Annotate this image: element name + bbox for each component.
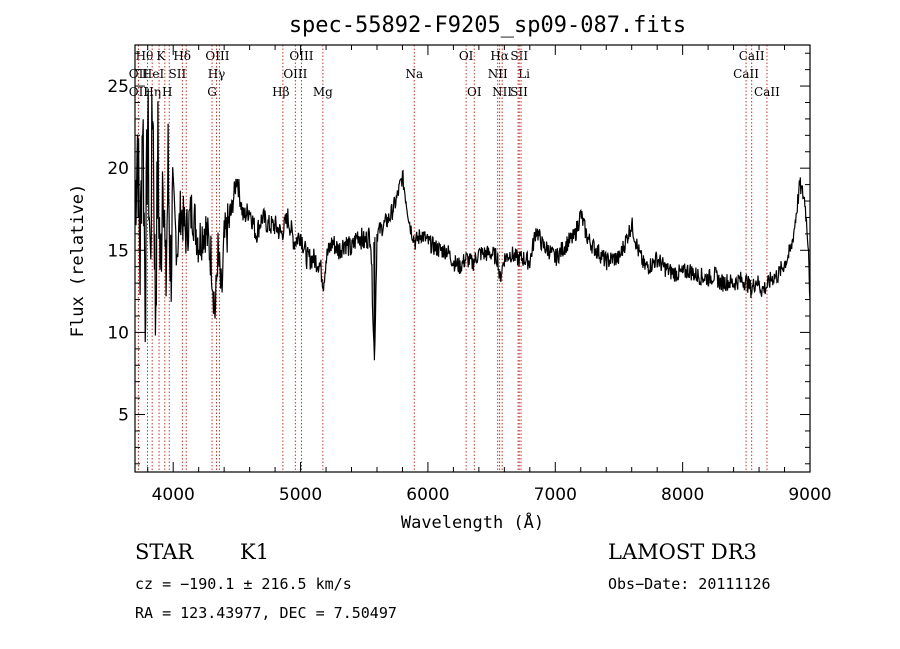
- x-axis-title: Wavelength (Å): [401, 511, 544, 533]
- spectral-line-label: HeI: [142, 67, 165, 81]
- spectral-line-label: Hγ: [208, 67, 226, 81]
- spectral-line-label: CaII: [754, 85, 780, 99]
- spectral-line-label: SII: [510, 85, 528, 99]
- coordinates-text: RA = 123.43977, DEC = 7.50497: [135, 604, 397, 622]
- spectral-line-label: SII: [169, 67, 187, 81]
- y-tick-label: 15: [107, 241, 129, 261]
- spectral-line-label: CaII: [733, 67, 759, 81]
- spectrum-series-line: [134, 88, 811, 361]
- spectral-line-label: Mg: [313, 85, 333, 99]
- chart-title: spec-55892-F9205_sp09-087.fits: [289, 13, 686, 38]
- y-tick-label: 10: [107, 323, 129, 343]
- y-tick-label: 5: [118, 406, 129, 426]
- spectral-line-label: NII: [488, 67, 508, 81]
- spectral-line-label: Hα: [490, 49, 509, 63]
- axis-ticks: 4000 5000 6000 7000 8000 9000 5 10 15 20 25: [107, 45, 832, 505]
- spectral-line-label: Hθ: [136, 49, 154, 63]
- spectral-line-label: OIII: [289, 49, 313, 63]
- obs-date-text: Obs−Date: 20111126: [608, 575, 771, 593]
- spectral-line-label: OIII: [283, 67, 307, 81]
- spectral-line-label: Na: [405, 67, 423, 81]
- spectral-line-label: Hδ: [173, 49, 191, 63]
- subclass-label: K1: [240, 540, 270, 564]
- plot-frame: [134, 44, 811, 473]
- survey-label: LAMOST DR3: [608, 540, 757, 564]
- y-axis-title: Flux (relative): [68, 184, 88, 338]
- x-tick-label: 8000: [661, 485, 704, 505]
- spectral-line-label: OI: [467, 85, 482, 99]
- object-type-label: STAR: [135, 540, 194, 564]
- spectral-line-label: OIII: [205, 49, 229, 63]
- x-tick-label: 5000: [279, 485, 322, 505]
- spectral-line-label: NII: [492, 85, 512, 99]
- y-tick-label: 20: [107, 159, 129, 179]
- spectral-line-label: CaII: [739, 49, 765, 63]
- x-tick-label: 4000: [152, 485, 195, 505]
- x-tick-label: 9000: [788, 485, 831, 505]
- spectral-line-label: H: [162, 85, 172, 99]
- spectral-line-label: OI: [459, 49, 474, 63]
- spectral-line-label: OII: [129, 85, 149, 99]
- redshift-text: cz = −190.1 ± 216.5 km/s: [135, 575, 352, 593]
- spectral-line-label: G: [207, 85, 217, 99]
- x-tick-label: 7000: [534, 485, 577, 505]
- spectral-line-label: K: [156, 49, 166, 63]
- spectral-line-label: Hβ: [272, 85, 289, 99]
- spectral-line-label: SII: [510, 49, 528, 63]
- x-tick-label: 6000: [406, 485, 449, 505]
- y-tick-label: 25: [107, 77, 129, 97]
- spectral-line-label: Li: [518, 67, 530, 81]
